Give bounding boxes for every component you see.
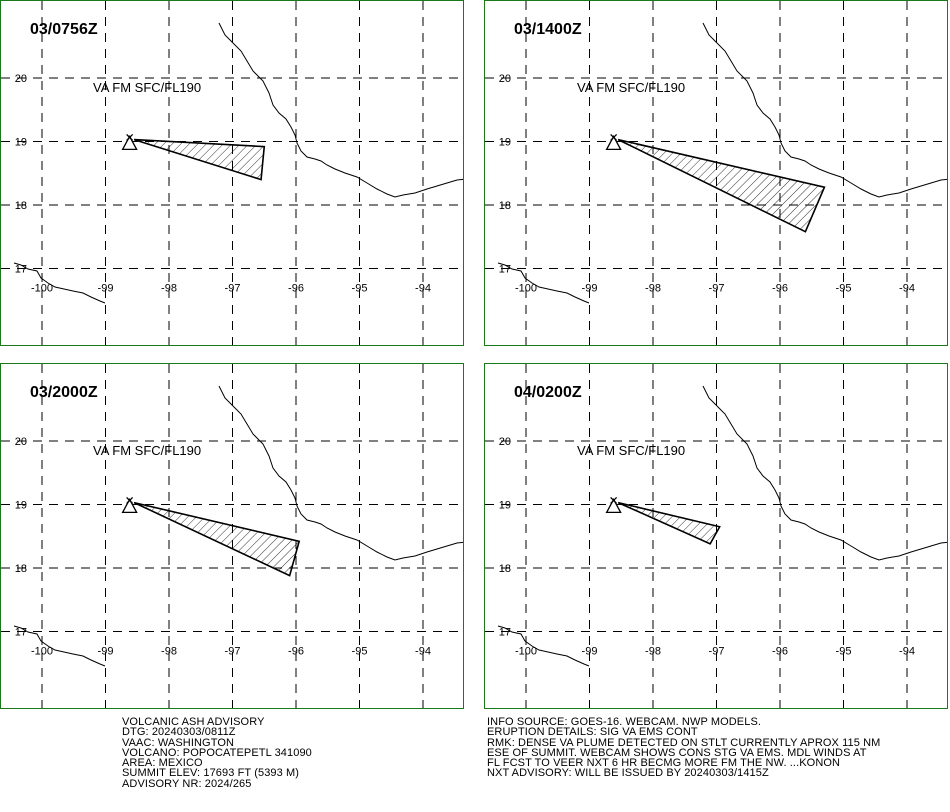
longitude-label: -98 — [161, 646, 177, 658]
advisory-line: INFO SOURCE: GOES-16. WEBCAM. NWP MODELS… — [487, 716, 762, 728]
volcano-triangle-icon — [121, 135, 138, 151]
advisory-line: SUMMIT ELEV: 17693 FT (5393 M) — [122, 767, 300, 780]
volcano-summit-x-icon — [126, 133, 134, 141]
volcano-summit-x-icon — [610, 496, 618, 504]
longitude-label: -97 — [225, 646, 241, 658]
ash-layer-label: VA FM SFC/FL190 — [93, 80, 202, 95]
latitude-label: 20 — [499, 73, 511, 85]
ash-layer-label: VA FM SFC/FL190 — [93, 443, 202, 458]
longitude-label: -96 — [772, 283, 788, 295]
latitude-label: 20 — [499, 436, 511, 448]
longitude-label: -99 — [98, 646, 114, 658]
volcano-summit-x-icon — [126, 496, 134, 504]
forecast-time-label: 03/1400Z — [514, 21, 582, 38]
coastline — [702, 385, 947, 561]
latitude-label: 20 — [15, 436, 27, 448]
longitude-label: -97 — [709, 283, 725, 295]
coastline — [13, 625, 106, 667]
volcano-triangle-icon — [605, 135, 622, 151]
longitude-label: -98 — [161, 283, 177, 295]
advisory-line: ADVISORY NR: 2024/265 — [122, 777, 252, 790]
ash-plume-polygon — [617, 501, 721, 545]
advisory-header-left: VOLCANIC ASH ADVISORY DTG: 20240303/0811… — [122, 716, 312, 790]
forecast-panel: -100 -99 -98 -97 -96 -95 -94 20 19 18 17 03/0756Z VA… — [0, 0, 464, 346]
longitude-label: -100 — [515, 283, 537, 295]
latitude-label: 18 — [15, 200, 27, 212]
latitude-label: 18 — [499, 200, 511, 212]
longitude-label: -98 — [645, 283, 661, 295]
advisory-line: ESE OF SUMMIT. WEBCAM SHOWS CONS STG VA … — [487, 746, 867, 759]
map-canvas: -100 -99 -98 -97 -96 -95 -94 20 19 18 17 — [1, 364, 463, 708]
longitude-label: -95 — [836, 646, 852, 658]
longitude-label: -99 — [582, 283, 598, 295]
longitude-label: -99 — [582, 646, 598, 658]
volcano-triangle-icon — [121, 498, 138, 514]
coastline — [13, 262, 106, 304]
longitude-label: -94 — [899, 646, 915, 658]
latitude-label: 18 — [499, 563, 511, 575]
advisory-line: VOLCANO: POPOCATEPETL 341090 — [122, 746, 312, 759]
coastline — [497, 262, 590, 304]
latitude-label: 18 — [15, 563, 27, 575]
advisory-line: NXT ADVISORY: WILL BE ISSUED BY 20240303… — [487, 767, 769, 780]
latitude-label: 17 — [499, 264, 511, 276]
latitude-label: 17 — [499, 627, 511, 639]
longitude-label: -99 — [98, 283, 114, 295]
latitude-label: 17 — [15, 264, 27, 276]
longitude-label: -97 — [225, 283, 241, 295]
map-canvas: -100 -99 -98 -97 -96 -95 -94 20 19 18 17 — [1, 1, 463, 345]
longitude-label: -96 — [772, 646, 788, 658]
longitude-label: -94 — [899, 283, 915, 295]
advisory-line: DTG: 20240303/0811Z — [122, 726, 236, 739]
longitude-label: -95 — [352, 646, 368, 658]
advisory-line: VAAC: WASHINGTON — [122, 736, 235, 749]
forecast-time-label: 03/0756Z — [30, 21, 98, 38]
advisory-line: RMK: DENSE VA PLUME DETECTED ON STLT CUR… — [487, 736, 881, 749]
advisory-line: ERUPTION DETAILS: SIG VA EMS CONT — [487, 726, 698, 739]
longitude-label: -96 — [288, 646, 304, 658]
volcano-triangle-icon — [605, 498, 622, 514]
advisory-line: FL FCST TO VEER NXT 6 HR BECMG MORE FM T… — [487, 757, 841, 770]
ash-plume-polygon — [617, 138, 826, 233]
latitude-label: 20 — [15, 73, 27, 85]
longitude-label: -95 — [352, 283, 368, 295]
longitude-label: -100 — [31, 283, 53, 295]
longitude-label: -100 — [31, 646, 53, 658]
coastline — [218, 385, 463, 561]
longitude-label: -97 — [709, 646, 725, 658]
latitude-label: 19 — [15, 137, 27, 149]
coastline — [497, 625, 590, 667]
ash-layer-label: VA FM SFC/FL190 — [577, 443, 686, 458]
longitude-label: -98 — [645, 646, 661, 658]
advisory-line: VOLCANIC ASH ADVISORY — [122, 716, 265, 728]
forecast-panel: -100 -99 -98 -97 -96 -95 -94 20 19 18 17 03/2000Z VA… — [0, 363, 464, 709]
forecast-panel: -100 -99 -98 -97 -96 -95 -94 20 19 18 17 03/1400Z VA… — [484, 0, 948, 346]
latitude-label: 19 — [499, 500, 511, 512]
latitude-label: 19 — [15, 500, 27, 512]
ash-layer-label: VA FM SFC/FL190 — [577, 80, 686, 95]
volcano-summit-x-icon — [610, 133, 618, 141]
coastline — [702, 22, 947, 198]
forecast-time-label: 04/0200Z — [514, 384, 582, 401]
map-canvas: -100 -99 -98 -97 -96 -95 -94 20 19 18 17 — [485, 364, 947, 708]
latitude-label: 17 — [15, 627, 27, 639]
longitude-label: -100 — [515, 646, 537, 658]
latitude-label: 19 — [499, 137, 511, 149]
longitude-label: -96 — [288, 283, 304, 295]
forecast-panel: -100 -99 -98 -97 -96 -95 -94 20 19 18 17 04/0200Z VA… — [484, 363, 948, 709]
map-canvas: -100 -99 -98 -97 -96 -95 -94 20 19 18 17 — [485, 1, 947, 345]
forecast-time-label: 03/2000Z — [30, 384, 98, 401]
advisory-line: AREA: MEXICO — [122, 757, 203, 770]
ash-plume-polygon — [133, 501, 301, 577]
coastline — [218, 22, 463, 198]
longitude-label: -94 — [415, 283, 431, 295]
advisory-remarks-right: INFO SOURCE: GOES-16. WEBCAM. NWP MODELS… — [487, 716, 881, 780]
longitude-label: -94 — [415, 646, 431, 658]
ash-plume-polygon — [133, 138, 266, 181]
longitude-label: -95 — [836, 283, 852, 295]
